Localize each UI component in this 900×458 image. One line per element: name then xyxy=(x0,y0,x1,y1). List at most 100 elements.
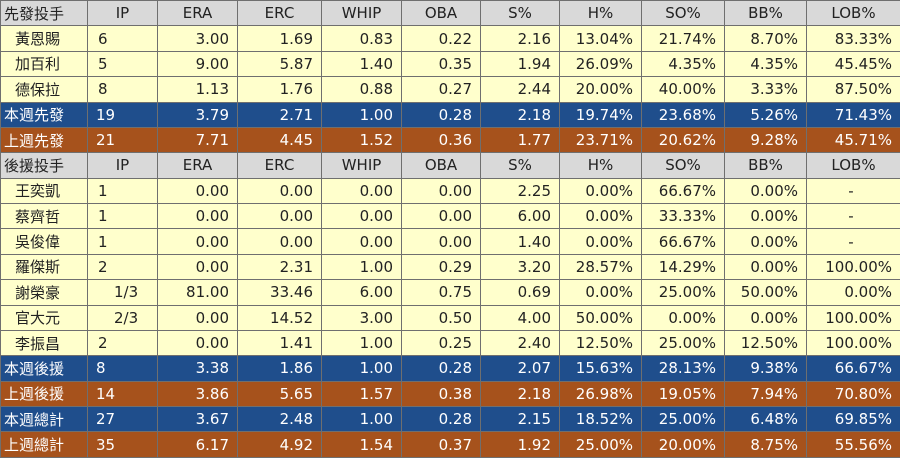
stat-cell: 1.77 xyxy=(480,126,560,154)
stat-cell: 5.65 xyxy=(237,380,322,408)
stat-cell: 3.00 xyxy=(157,25,238,52)
stat-cell: 25.00% xyxy=(641,279,725,306)
stat-cell: 7.94% xyxy=(724,380,807,408)
table-row: 官大元 2/3 0.00 14.52 3.00 0.50 4.00 50.00% 0.00% 0.… xyxy=(0,304,900,331)
column-header: LOB% xyxy=(806,0,900,27)
column-header: SO% xyxy=(641,152,725,179)
stat-cell: 100.00% xyxy=(806,304,900,331)
stat-cell: 1.69 xyxy=(237,25,322,52)
stat-cell: 0.00 xyxy=(237,228,322,255)
stat-cell: 4.00 xyxy=(480,304,560,331)
stat-cell: 40.00% xyxy=(641,76,725,103)
stat-cell: 0.27 xyxy=(401,76,481,103)
stat-cell: 20.00% xyxy=(559,76,642,103)
stat-cell: 3.79 xyxy=(157,101,238,128)
column-header: H% xyxy=(559,0,642,27)
stat-cell: 6.00 xyxy=(321,279,402,306)
ip-cell: 35 xyxy=(87,431,158,458)
stat-cell: 0.29 xyxy=(401,253,481,281)
ip-cell: 1 xyxy=(87,228,158,255)
column-header: BB% xyxy=(724,0,807,27)
stat-cell: 23.68% xyxy=(641,101,725,128)
stat-cell: 70.80% xyxy=(806,380,900,408)
stat-cell: 33.33% xyxy=(641,202,725,230)
stat-cell: 100.00% xyxy=(806,253,900,281)
stat-cell: 81.00 xyxy=(157,279,238,306)
stat-cell: 0.50 xyxy=(401,304,481,331)
stat-cell: 20.62% xyxy=(641,126,725,154)
column-header: WHIP xyxy=(321,152,402,179)
stat-cell: 2.15 xyxy=(480,405,560,433)
stat-cell: 0.00 xyxy=(157,304,238,331)
stat-cell: 100.00% xyxy=(806,329,900,357)
stat-cell: 0.38 xyxy=(401,380,481,408)
column-header: SO% xyxy=(641,0,725,27)
table-row: 加百利 5 9.00 5.87 1.40 0.35 1.94 26.09% 4.35% 4.35%… xyxy=(0,50,900,78)
stat-cell: 14.52 xyxy=(237,304,322,331)
stat-cell: 0.00% xyxy=(806,279,900,306)
pitcher-name: 德保拉 xyxy=(0,76,88,103)
stat-cell: 26.98% xyxy=(559,380,642,408)
stat-cell: 0.00 xyxy=(157,228,238,255)
ip-cell: 6 xyxy=(87,25,158,52)
stat-cell: 1.92 xyxy=(480,431,560,458)
stat-cell: 9.28% xyxy=(724,126,807,154)
stat-cell: 50.00% xyxy=(559,304,642,331)
stat-cell: 1.57 xyxy=(321,380,402,408)
table-row: 德保拉 8 1.13 1.76 0.88 0.27 2.44 20.00% 40.00% 3.33… xyxy=(0,76,900,103)
stat-cell: 0.28 xyxy=(401,355,481,382)
stat-cell: 1.00 xyxy=(321,253,402,281)
section-header-row: 後援投手 IP ERA ERC WHIP OBA S% H% SO% BB% LOB% xyxy=(0,152,900,179)
stat-cell: 9.38% xyxy=(724,355,807,382)
pitcher-name: 吳俊偉 xyxy=(0,228,88,255)
stat-cell: 4.45 xyxy=(237,126,322,154)
pitcher-name: 蔡齊哲 xyxy=(0,202,88,230)
stat-cell: 0.00 xyxy=(237,202,322,230)
stat-cell: 0.88 xyxy=(321,76,402,103)
stat-cell: 0.75 xyxy=(401,279,481,306)
ip-cell: 2 xyxy=(87,329,158,357)
stat-cell: 6.00 xyxy=(480,202,560,230)
pitcher-name: 謝榮豪 xyxy=(0,279,88,306)
stat-cell: 50.00% xyxy=(724,279,807,306)
stat-cell: 1.54 xyxy=(321,431,402,458)
table-row: 蔡齊哲 1 0.00 0.00 0.00 0.00 6.00 0.00% 33.33% 0.00%… xyxy=(0,202,900,230)
stat-cell: 2.25 xyxy=(480,177,560,205)
column-header: OBA xyxy=(401,152,481,179)
stat-cell: 0.35 xyxy=(401,50,481,78)
stat-cell: 0.00 xyxy=(157,329,238,357)
stat-cell: 71.43% xyxy=(806,101,900,128)
stat-cell: 0.22 xyxy=(401,25,481,52)
section-header-label: 後援投手 xyxy=(0,152,88,179)
column-header: IP xyxy=(87,0,158,27)
ip-cell: 1 xyxy=(87,177,158,205)
stat-cell: 0.00 xyxy=(401,202,481,230)
ip-cell: 19 xyxy=(87,101,158,128)
stat-cell: 1.00 xyxy=(321,355,402,382)
stat-cell: 1.52 xyxy=(321,126,402,154)
stat-cell: 7.71 xyxy=(157,126,238,154)
summary-row: 本週先發 19 3.79 2.71 1.00 0.28 2.18 19.74% 23.68% 5.… xyxy=(0,101,900,128)
stat-cell: 45.71% xyxy=(806,126,900,154)
stat-cell: 12.50% xyxy=(559,329,642,357)
stat-cell: 18.52% xyxy=(559,405,642,433)
stat-cell: 0.00% xyxy=(724,253,807,281)
stat-cell: 6.17 xyxy=(157,431,238,458)
pitcher-name: 官大元 xyxy=(0,304,88,331)
column-header: LOB% xyxy=(806,152,900,179)
stat-cell: 2.40 xyxy=(480,329,560,357)
table-row: 李振昌 2 0.00 1.41 1.00 0.25 2.40 12.50% 25.00% 12.5… xyxy=(0,329,900,357)
summary-row: 上週後援 14 3.86 5.65 1.57 0.38 2.18 26.98% 19.05% 7.… xyxy=(0,380,900,408)
stat-cell: 0.00% xyxy=(724,304,807,331)
stat-cell: 0.28 xyxy=(401,405,481,433)
stat-cell: 0.00% xyxy=(724,202,807,230)
stat-cell: 0.00% xyxy=(724,228,807,255)
total-row: 上週總計 35 6.17 4.92 1.54 0.37 1.92 25.00% 20.00% 8.… xyxy=(0,431,900,458)
stat-cell: 55.56% xyxy=(806,431,900,458)
stat-cell: 0.00 xyxy=(237,177,322,205)
pitcher-name: 李振昌 xyxy=(0,329,88,357)
stat-cell: 0.25 xyxy=(401,329,481,357)
pitcher-name: 上週先發 xyxy=(0,126,88,154)
